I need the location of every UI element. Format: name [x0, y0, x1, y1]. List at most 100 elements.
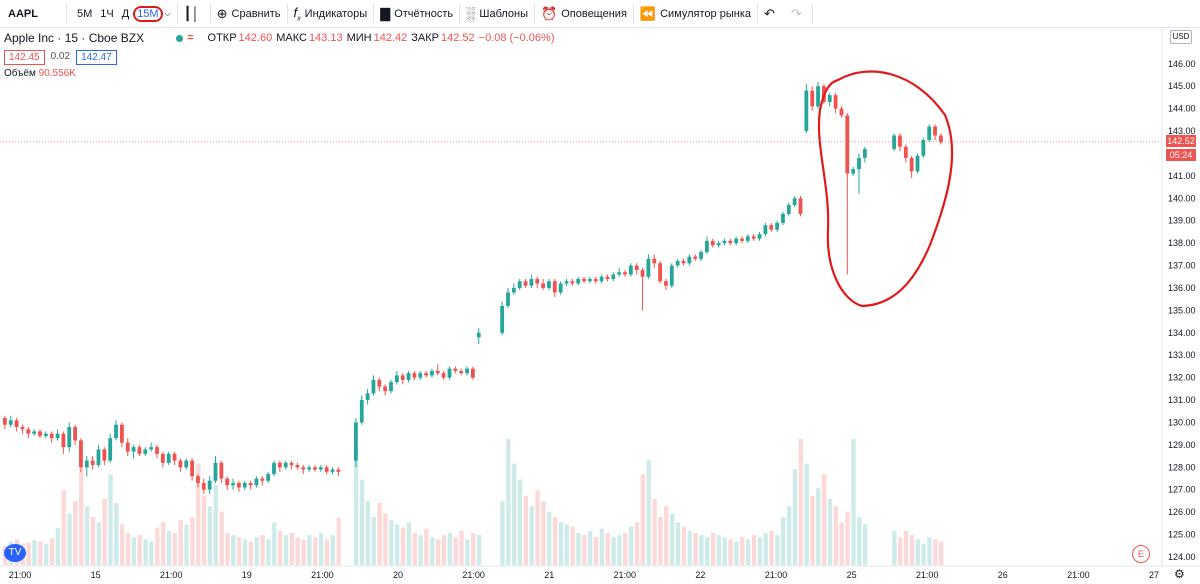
volume-bar [184, 524, 189, 565]
symbol-search[interactable]: AAPL [0, 0, 66, 27]
volume-bar [149, 541, 154, 565]
tradingview-logo-icon[interactable]: TV [4, 544, 26, 562]
redo-button[interactable]: ↷ [785, 0, 812, 27]
candle-body [412, 373, 417, 378]
volume-bar [459, 530, 464, 565]
volume-bar [851, 439, 856, 565]
volume-bar [728, 539, 733, 565]
time-scale[interactable]: 21:00 15 21:00 19 21:00 20 21:00 21 21:00 22 21:00… [9, 570, 1159, 580]
candle-body [266, 474, 271, 481]
candle-body [430, 370, 434, 376]
candle-body [576, 278, 581, 284]
candle-body [149, 447, 154, 450]
templates-button[interactable]: ░ Шаблоны [460, 0, 534, 27]
alarm-clock-icon: ⏰ [541, 5, 558, 21]
candle-body [909, 157, 914, 172]
equals-icon[interactable]: = [187, 32, 194, 44]
chart-type-button[interactable]: ┃│ [178, 0, 210, 27]
interval-15m[interactable]: 15М [133, 5, 163, 22]
volume-bar [775, 535, 780, 565]
divider [209, 3, 211, 24]
volume-bar [260, 535, 265, 565]
time-tick-label: 21:00 [9, 570, 32, 580]
volume-bar [248, 541, 254, 565]
candle-body [745, 236, 750, 241]
interval-d[interactable]: Д [121, 7, 130, 20]
alerts-label: Оповещения [561, 7, 627, 20]
candle-body [915, 155, 920, 172]
volume-bar [435, 539, 441, 565]
volume-bar [705, 537, 710, 565]
volume-bar [371, 516, 376, 565]
volume-bar [611, 537, 616, 565]
indicators-button[interactable]: fx Индикаторы [288, 0, 374, 27]
candle-body [190, 460, 194, 477]
sell-price-box[interactable]: 142.45 [4, 49, 45, 65]
volume-bar [933, 539, 938, 565]
volume-bar [915, 539, 920, 565]
series-title[interactable]: Apple Inc · 15 · Cboe BZX [4, 31, 145, 45]
interval-1h[interactable]: 1Ч [100, 7, 114, 20]
volume-bar [588, 530, 593, 565]
currency-label[interactable]: USD [1170, 30, 1192, 44]
candle-body [471, 368, 475, 378]
volume-bar [336, 518, 341, 565]
candle-body [155, 447, 159, 454]
volume-bar [511, 463, 517, 565]
volume-bar [424, 528, 429, 565]
volume-bar [547, 511, 552, 565]
candle-body [453, 368, 458, 371]
volume-bar [73, 500, 78, 565]
candle-body [775, 222, 779, 230]
candle-body [529, 278, 534, 286]
volume-bar [43, 543, 49, 565]
candle-body [313, 467, 317, 470]
volume-legend: Объём 90.556K [4, 68, 76, 79]
gear-icon[interactable]: ⚙ [1174, 567, 1185, 581]
time-tick-label: 21:00 [614, 570, 637, 580]
volume-bar [190, 516, 195, 565]
report-button[interactable]: ▇ Отчётность [374, 0, 459, 27]
volume-bar [406, 522, 412, 565]
report-label: Отчётность [394, 7, 454, 20]
replay-button[interactable]: ⏪ Симулятор рынка [634, 0, 757, 27]
undo-button[interactable]: ↶ [758, 0, 785, 27]
price-tick-label: 134.00 [1168, 328, 1196, 338]
plus-circle-icon: ⊕ [216, 5, 228, 21]
volume-bar [599, 528, 605, 565]
candle-body [541, 283, 545, 288]
volume-bar [324, 539, 330, 565]
volume-bar [301, 539, 306, 565]
candle-body [248, 483, 253, 486]
candle-body [833, 95, 838, 109]
price-tick-label: 129.00 [1168, 440, 1196, 450]
volume-bar [277, 530, 283, 565]
volume-bar [693, 532, 698, 565]
compare-button[interactable]: ⊕ Сравнить [211, 0, 287, 27]
earnings-badge[interactable]: E [1132, 545, 1150, 563]
volume-bar [740, 537, 745, 565]
price-tick-label: 143.00 [1168, 126, 1196, 136]
buy-price-box[interactable]: 142.47 [76, 49, 117, 65]
volume-bar [447, 532, 452, 565]
candle-body [506, 292, 510, 306]
volume-bar [710, 532, 716, 565]
volume-bar [804, 463, 809, 565]
time-tick-label: 21:00 [160, 570, 183, 580]
chevron-down-icon[interactable]: ⌵ [164, 8, 171, 18]
market-status-dot[interactable] [176, 34, 184, 42]
volume-bar [114, 503, 119, 565]
candle-body [272, 462, 276, 475]
volume-bar [582, 535, 587, 565]
price-tick-label: 136.00 [1168, 283, 1196, 293]
candle-body [114, 424, 118, 439]
alerts-button[interactable]: ⏰ Оповещения [535, 0, 633, 27]
volume-bar [757, 537, 763, 565]
candle-body [49, 433, 54, 439]
candle-body [558, 283, 563, 293]
candle-body [336, 469, 341, 472]
undo-icon: ↶ [764, 5, 775, 21]
candle-body [857, 157, 861, 170]
interval-5m[interactable]: 5М [77, 7, 93, 20]
